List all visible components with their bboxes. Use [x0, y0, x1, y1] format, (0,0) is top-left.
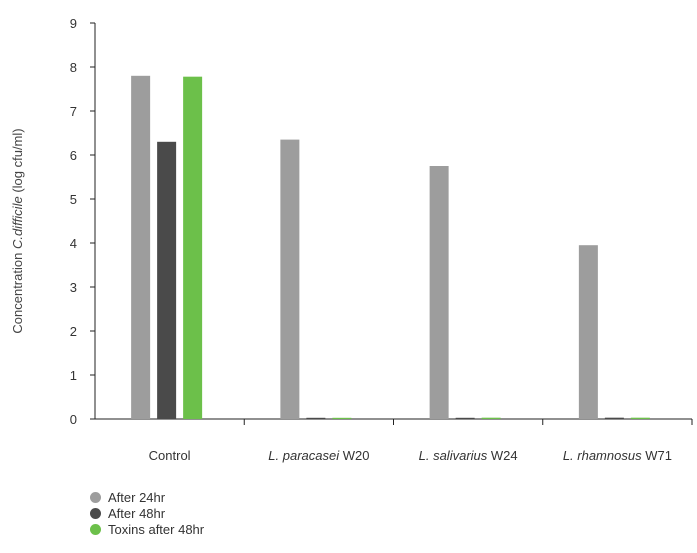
y-tick-label: 5: [70, 192, 77, 207]
bar: [183, 76, 203, 420]
legend-label: After 48hr: [108, 505, 166, 521]
legend-item: After 48hr: [90, 505, 204, 521]
x-category-label: L. paracasei W20: [268, 448, 369, 463]
bar: [630, 417, 650, 419]
y-tick-label: 4: [70, 236, 77, 251]
bar: [306, 417, 326, 419]
category-labels: Control L. paracasei W20 L. salivarius W24…: [149, 448, 672, 463]
bar: [578, 245, 598, 419]
y-tick-label: 2: [70, 324, 77, 339]
y-axis: 0 1 2 3 4 5 6 7 8 9: [70, 16, 96, 427]
y-tick-label: 3: [70, 280, 77, 295]
y-tick-label: 9: [70, 16, 77, 31]
legend-label: Toxins after 48hr: [108, 521, 205, 537]
y-tick-label: 0: [70, 412, 77, 427]
legend-label: After 24hr: [108, 489, 166, 505]
bar-chart: 0 1 2 3 4 5 6 7 8 9 Control L. paracasei W20 L. sal…: [10, 16, 693, 463]
bar: [455, 417, 475, 419]
legend-marker: [90, 523, 101, 535]
bar: [332, 417, 352, 419]
legend-marker: [90, 491, 101, 503]
bar: [604, 417, 624, 419]
legend-item: After 24hr: [90, 489, 204, 505]
y-tick-label: 8: [70, 60, 77, 75]
bar: [131, 75, 151, 420]
bar: [429, 166, 449, 419]
x-category-label: L. salivarius W24: [419, 448, 518, 463]
bar: [157, 141, 177, 420]
bar: [280, 139, 300, 419]
x-category-label: Control: [149, 448, 191, 463]
y-axis-title: Concentration C.difficile (log cfu/ml): [10, 128, 25, 333]
bars: [131, 75, 650, 420]
y-tick-label: 1: [70, 368, 77, 383]
legend-item: Toxins after 48hr: [90, 521, 204, 537]
x-axis: [95, 418, 693, 425]
x-category-label: L. rhamnosus W71: [563, 448, 672, 463]
y-tick-label: 7: [70, 104, 77, 119]
y-tick-label: 6: [70, 148, 77, 163]
legend: After 24hr After 48hr Toxins after 48hr: [90, 489, 204, 537]
legend-marker: [90, 507, 101, 519]
bar: [481, 417, 501, 419]
